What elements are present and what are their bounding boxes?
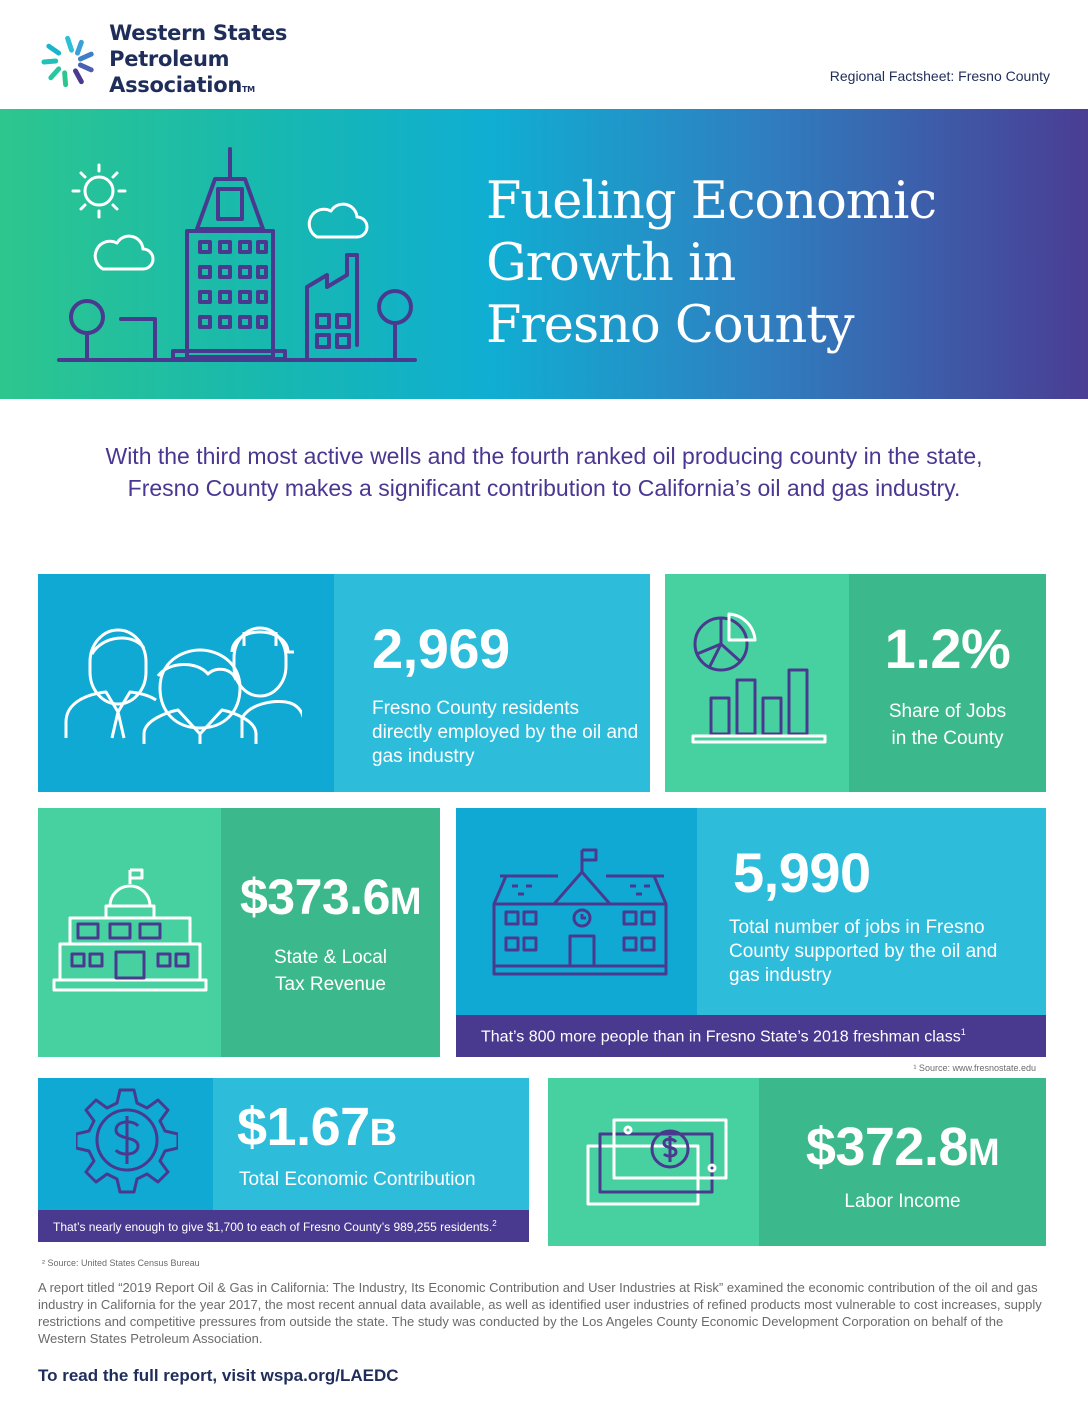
capitol-panel [38, 808, 221, 1057]
hero-banner: Fueling Economic Growth in Fresno County [0, 109, 1088, 399]
jobs-note-sup: 1 [960, 1027, 966, 1037]
money-stack-icon [586, 1118, 728, 1206]
labor-stat: $372.8M Labor Income [759, 1078, 1046, 1246]
wspa-logo: Western States Petroleum AssociationTM [38, 21, 378, 97]
page-title: Fueling Economic Growth in Fresno County [486, 171, 1046, 357]
workers-panel [38, 574, 334, 792]
contribution-note-text: That’s nearly enough to give $1,700 to e… [53, 1220, 493, 1234]
contribution-note: That’s nearly enough to give $1,700 to e… [53, 1219, 497, 1234]
tax-value: $373.6M [221, 868, 440, 926]
chart-panel [665, 574, 849, 792]
labor-value: $372.8M [759, 1116, 1046, 1178]
dollar-gear-icon [76, 1088, 178, 1194]
title-line2: Growth in [486, 234, 736, 293]
labor-desc: Labor Income [844, 1191, 961, 1212]
contribution-source: ² Source: United States Census Bureau [42, 1258, 200, 1268]
employed-stat: 2,969 Fresno County residents directly e… [334, 574, 650, 792]
contribution-note-sup: 2 [492, 1219, 497, 1228]
jobs-note: That’s 800 more people than in Fresno St… [481, 1027, 966, 1046]
trademark: TM [241, 84, 255, 94]
jobs-source: ¹ Source: www.fresnostate.edu [913, 1063, 1036, 1073]
tax-unit: M [389, 881, 422, 923]
jobs-note-bar: That’s 800 more people than in Fresno St… [456, 1015, 1046, 1057]
contribution-value: $1.67B [237, 1096, 397, 1158]
labor-unit: M [968, 1132, 1000, 1174]
contribution-desc: Total Economic Contribution [239, 1169, 476, 1190]
intro-text: With the third most active wells and the… [105, 443, 983, 501]
jobs-note-text: That’s 800 more people than in Fresno St… [481, 1028, 961, 1046]
cloud-icon-2 [307, 202, 369, 239]
labor-amount: $372.8 [805, 1117, 969, 1177]
dollar-gear-panel [38, 1078, 213, 1210]
capitol-icon [52, 868, 208, 992]
employed-value: 2,969 [372, 617, 510, 680]
share-desc-line1: Share of Jobs [888, 701, 1007, 722]
title-line1: Fueling Economic [486, 172, 937, 231]
wspa-logo-icon [41, 35, 94, 88]
jobs-desc: Total number of jobs in Fresno County su… [729, 917, 998, 986]
employed-desc: Fresno County residents directly employe… [372, 698, 639, 767]
tax-desc-line2: Tax Revenue [275, 974, 386, 995]
contribution-stat: $1.67B Total Economic Contribution [213, 1078, 529, 1210]
contribution-note-bar: That’s nearly enough to give $1,700 to e… [38, 1210, 529, 1242]
factsheet-label: Regional Factsheet: Fresno County [829, 68, 1050, 84]
contribution-unit: B [369, 1112, 397, 1154]
jobs-value: 5,990 [733, 841, 871, 904]
report-link[interactable]: To read the full report, visit wspa.org/… [38, 1366, 399, 1385]
tax-desc-line1: State & Local [273, 947, 388, 968]
city-skyline-icon [57, 147, 417, 362]
jobs-stat: 5,990 Total number of jobs in Fresno Cou… [697, 808, 1046, 1015]
report-paragraph: A report titled “2019 Report Oil & Gas i… [38, 1280, 1042, 1346]
org-name-line1: Western States [109, 20, 288, 45]
school-panel [456, 808, 697, 1015]
share-stat: 1.2% Share of Jobs in the County [849, 574, 1046, 792]
share-desc-line2: in the County [891, 728, 1004, 749]
money-panel [548, 1078, 759, 1246]
tax-amount: $373.6 [239, 869, 390, 925]
chart-icon [691, 612, 827, 744]
tax-stat: $373.6M State & Local Tax Revenue [221, 808, 440, 1057]
title-line3: Fresno County [486, 296, 855, 355]
workers-icon [64, 626, 302, 744]
cloud-icon [93, 234, 155, 271]
contribution-amount: $1.67 [237, 1097, 370, 1157]
share-value: 1.2% [884, 617, 1011, 680]
school-icon [492, 848, 668, 976]
org-name-line2: Petroleum Association [109, 46, 242, 97]
sun-icon [71, 163, 127, 219]
